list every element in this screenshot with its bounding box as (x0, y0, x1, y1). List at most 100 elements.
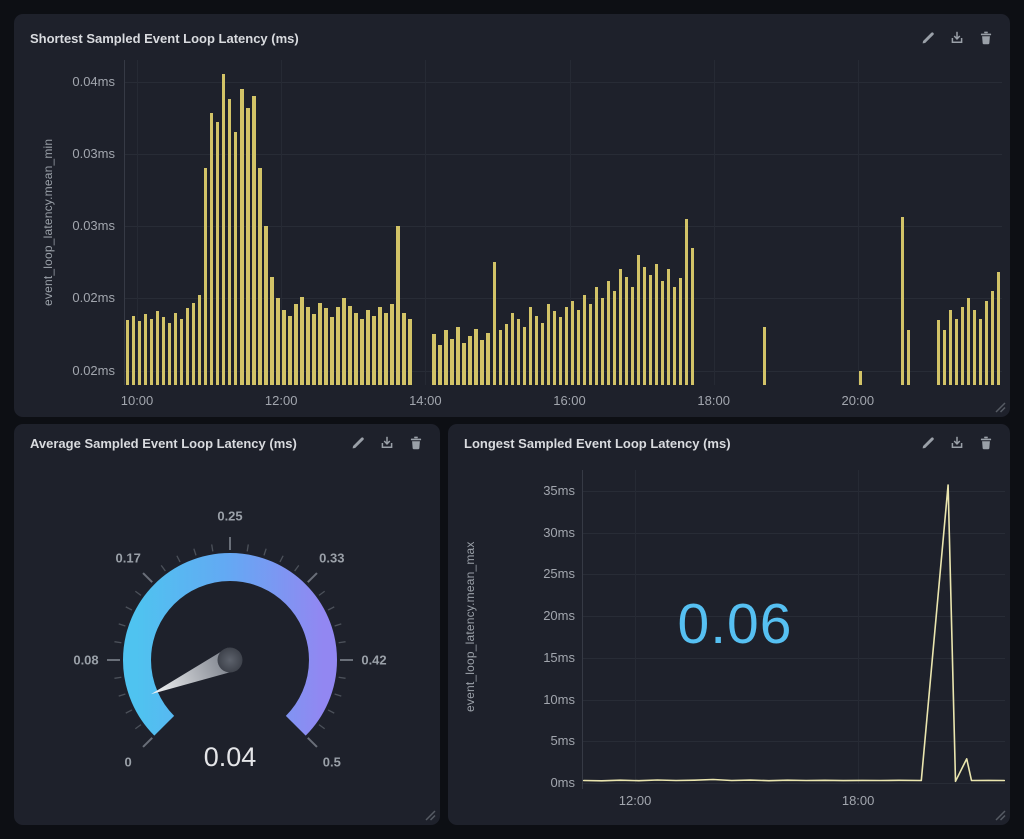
bar (684, 218, 689, 385)
bar (961, 307, 965, 385)
bar (504, 324, 508, 385)
bar (336, 307, 340, 385)
download-button[interactable] (949, 30, 965, 46)
bar (306, 307, 310, 385)
bar (510, 312, 514, 385)
bar (654, 263, 658, 385)
bar (408, 318, 412, 385)
bar (997, 272, 1001, 385)
gridline-h (583, 783, 1005, 784)
gridline-h (583, 574, 1005, 576)
bar (564, 307, 568, 385)
x-tick-label: 14:00 (409, 393, 442, 408)
y-tick-label: 35ms (543, 482, 575, 498)
bar (162, 317, 166, 385)
gridline-v (281, 60, 283, 385)
x-tick-label: 10:00 (120, 393, 154, 408)
x-tick-label: 18:00 (697, 393, 730, 408)
delete-button[interactable] (408, 435, 424, 451)
bar (432, 334, 436, 385)
panel-header: Average Sampled Event Loop Latency (ms) (14, 424, 440, 462)
gridline-h (583, 741, 1005, 743)
bar (594, 286, 598, 385)
edit-button[interactable] (350, 435, 366, 451)
gauge-tick-label: 0 (125, 754, 132, 769)
panel-shortest-latency: Shortest Sampled Event Loop Latency (ms)… (14, 14, 1010, 417)
gauge-tick-label: 0.17 (116, 551, 141, 566)
bar (378, 307, 382, 385)
bar (396, 226, 400, 385)
y-tick-label: 0.02ms (72, 362, 115, 378)
bar (210, 113, 214, 385)
bar (480, 340, 484, 385)
y-tick-label: 0.03ms (72, 145, 115, 161)
big-number-value: 0.06 (677, 592, 793, 656)
bar (570, 301, 574, 385)
y-tick-label: 15ms (543, 649, 575, 665)
download-button[interactable] (379, 435, 395, 451)
y-tick-label: 30ms (543, 524, 575, 540)
edit-button[interactable] (920, 435, 936, 451)
bar (450, 338, 454, 385)
delete-button[interactable] (978, 435, 994, 451)
gridline-v (569, 60, 571, 385)
gauge-tick-label: 0.08 (73, 653, 98, 668)
resize-grip-icon (425, 810, 436, 821)
bar (288, 315, 292, 385)
bar (342, 298, 346, 385)
bar (582, 295, 586, 385)
gauge-tick-label: 0.42 (361, 653, 386, 668)
bar (132, 315, 136, 385)
trash-icon (980, 436, 992, 450)
gridline-v (713, 60, 715, 385)
bar (973, 309, 977, 385)
bar (156, 311, 160, 385)
bar (228, 99, 232, 385)
gridline-h (583, 616, 1005, 618)
bar (900, 217, 905, 385)
download-icon (951, 436, 963, 449)
bar (372, 315, 376, 385)
resize-handle[interactable] (993, 400, 1007, 414)
bar (318, 302, 322, 385)
bar (967, 298, 971, 385)
download-icon (381, 436, 393, 449)
download-button[interactable] (949, 435, 965, 451)
bar (330, 317, 334, 385)
bar (955, 318, 959, 385)
x-tick-label: 12:00 (618, 793, 652, 808)
pencil-icon (922, 32, 934, 44)
bar (546, 304, 550, 385)
bar (906, 330, 911, 385)
edit-button[interactable] (920, 30, 936, 46)
bar (949, 309, 953, 385)
y-tick-label: 10ms (543, 691, 575, 707)
bar (522, 327, 526, 385)
bar (216, 122, 220, 385)
resize-handle[interactable] (423, 808, 437, 822)
bar (390, 304, 394, 385)
bar (462, 343, 466, 385)
bar (678, 278, 682, 385)
x-tick-label: 18:00 (841, 793, 875, 808)
bar (144, 314, 148, 385)
bar (486, 333, 490, 385)
bar (943, 330, 947, 385)
x-tick-label: 16:00 (553, 393, 586, 408)
panel-actions (920, 30, 994, 46)
line-series-svg (582, 484, 1006, 783)
bar (558, 317, 562, 385)
bar (276, 298, 280, 385)
bar (198, 295, 202, 385)
bar (366, 309, 370, 385)
y-tick-label: 25ms (543, 566, 575, 582)
bar (468, 335, 472, 385)
bar (174, 312, 178, 385)
bar (246, 107, 250, 385)
bar (762, 327, 767, 385)
gridline-v (425, 60, 427, 385)
resize-handle[interactable] (993, 808, 1007, 822)
bar (618, 269, 622, 385)
line-chart: 0ms 5ms 10ms 15ms 20ms 25ms 30ms 35ms 12:00 18:00 (448, 424, 1010, 825)
delete-button[interactable] (978, 30, 994, 46)
